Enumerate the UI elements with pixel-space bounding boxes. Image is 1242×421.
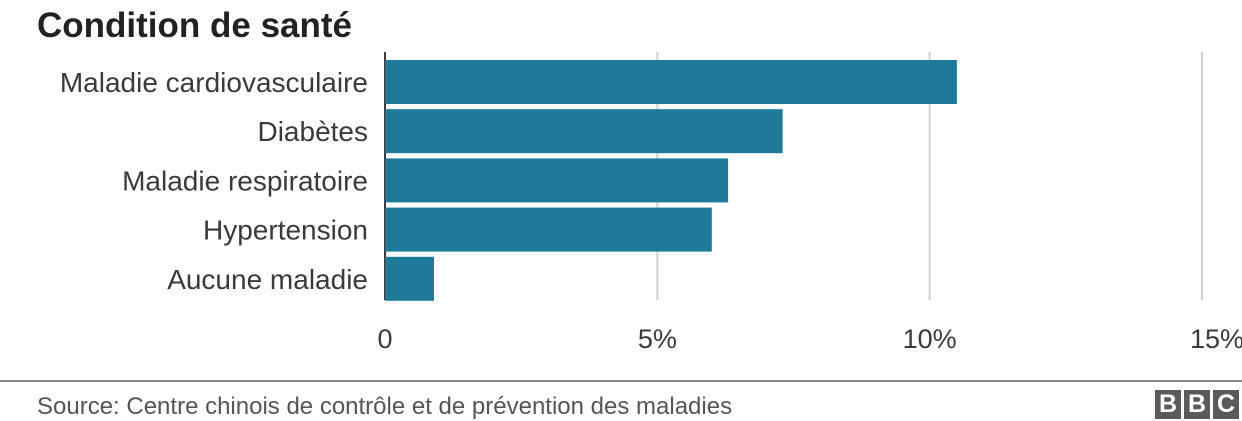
bar [385,207,712,252]
bar [385,158,729,203]
category-label: Hypertension [203,215,368,246]
x-tick-label: 10% [903,324,957,354]
category-label: Aucune maladie [167,264,368,295]
x-tick-label: 0 [377,324,392,354]
x-tick-label: 5% [638,324,677,354]
bar [385,60,957,104]
bbc-logo-letter: B [1155,390,1181,419]
bar [385,256,435,301]
bar-chart: Maladie cardiovasculaire Diabètes Maladie … [60,52,1242,354]
x-axis-ticks: 0 5% 10% 15% [377,324,1242,354]
footer-divider [0,380,1242,382]
category-label: Maladie cardiovasculaire [60,67,368,98]
category-labels: Maladie cardiovasculaire Diabètes Maladie … [60,67,368,295]
bbc-logo: B B C [1155,390,1239,419]
category-label: Maladie respiratoire [122,165,368,196]
chart-title: Condition de santé [37,6,352,45]
bbc-logo-letter: B [1184,390,1210,419]
bars [385,60,957,301]
source-note: Source: Centre chinois de contrôle et de… [37,393,733,420]
bbc-logo-letter: C [1213,390,1239,419]
bar [385,109,783,154]
x-tick-label: 15% [1190,324,1242,354]
category-label: Diabètes [257,116,368,147]
